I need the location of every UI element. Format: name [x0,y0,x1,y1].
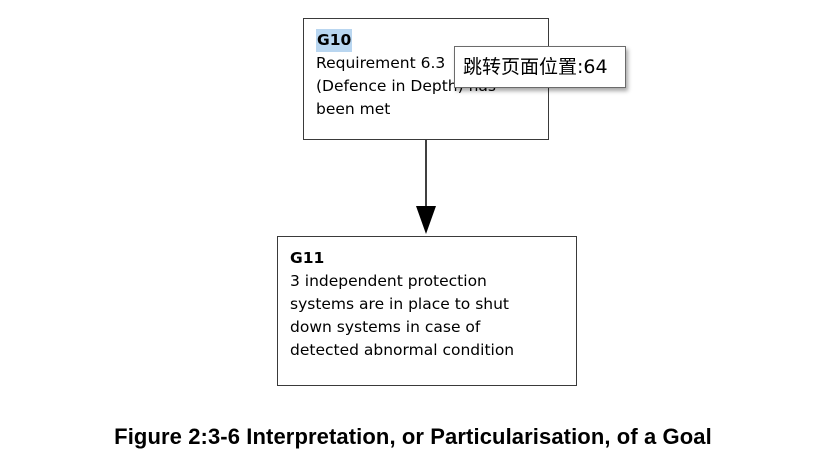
goal-description: Requirement 6.3 (Defence in Depth) has b… [316,54,496,118]
goal-node-g11[interactable]: G11 3 independent protection systems are… [277,236,577,386]
goal-description: 3 independent protection systems are in … [290,272,515,359]
arrowhead [416,206,436,234]
goal-id-label: G10 [316,29,353,52]
page-jump-tooltip: 跳转页面位置:64 [454,46,626,88]
figure-caption: Figure 2:3-6 Interpretation, or Particul… [114,424,712,449]
goal-id-label: G11 [290,249,325,267]
